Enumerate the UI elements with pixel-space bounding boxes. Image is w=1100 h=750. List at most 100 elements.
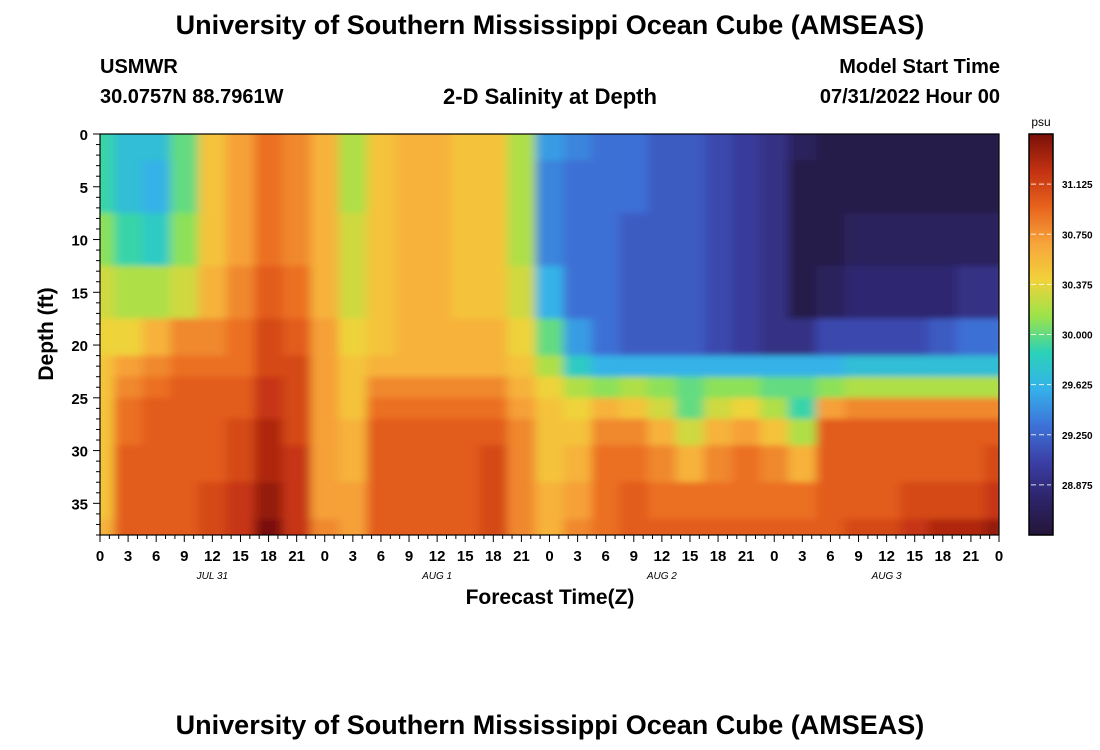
heatmap-cell (282, 265, 312, 320)
heatmap-cell (675, 318, 705, 357)
heatmap-cell (394, 318, 424, 357)
heatmap-cell (338, 134, 368, 161)
heatmap-cell (100, 397, 115, 420)
heatmap-cell (816, 355, 846, 378)
heatmap-cell (507, 397, 537, 420)
heatmap-cell (619, 265, 649, 320)
heatmap-cell (310, 355, 340, 378)
heatmap-cell (619, 134, 649, 161)
heatmap-cell (226, 519, 256, 535)
x-tick-label: 21 (288, 548, 305, 565)
heatmap-cell (760, 482, 789, 520)
y-tick-label: 5 (80, 180, 88, 197)
heatmap-cell (760, 265, 789, 320)
heatmap-cell (732, 213, 761, 267)
heatmap-cell (928, 397, 958, 420)
heatmap-cell (872, 265, 902, 320)
heatmap-cell (282, 482, 312, 520)
heatmap-cell (704, 134, 733, 161)
heatmap-cell (928, 160, 958, 214)
heatmap-cell (254, 397, 284, 420)
heatmap-cell (984, 355, 999, 378)
heatmap-cell (956, 482, 986, 520)
heatmap-cell (984, 265, 999, 320)
heatmap-cell (423, 445, 452, 483)
heatmap-cell (563, 418, 593, 446)
heatmap-cell (788, 482, 817, 520)
heatmap-cell (100, 213, 115, 267)
heatmap-cell (338, 355, 368, 378)
heatmap-cell (675, 355, 705, 378)
heatmap-cell (507, 213, 537, 267)
chart-subtitle: 2-D Salinity at Depth (443, 84, 657, 109)
colorbar-tick-label: 30.750 (1062, 230, 1093, 241)
heatmap-cell (394, 134, 424, 161)
heatmap-cell (563, 134, 593, 161)
heatmap-cell (507, 445, 537, 483)
heatmap-cell (100, 519, 115, 535)
heatmap-cell (844, 418, 874, 446)
colorbar-tick-label: 28.875 (1062, 481, 1093, 492)
heatmap-cell (535, 265, 565, 320)
heatmap-cell (507, 160, 537, 214)
heatmap-cell (170, 213, 199, 267)
heatmap-cell (366, 445, 396, 483)
colorbar-unit: psu (1031, 115, 1050, 129)
heatmap-cell (591, 397, 621, 420)
x-tick-label: 9 (630, 548, 638, 565)
x-tick-label: 15 (682, 548, 699, 565)
heatmap-cell (788, 376, 817, 399)
heatmap-cell (507, 418, 537, 446)
heatmap-cell (788, 445, 817, 483)
heatmap-cell (198, 134, 228, 161)
heatmap-cell (844, 265, 874, 320)
x-tick-label: 21 (738, 548, 755, 565)
heatmap-cell (760, 134, 789, 161)
heatmap-cell (928, 355, 958, 378)
heatmap-cell (675, 265, 705, 320)
heatmap-cell (310, 482, 340, 520)
heatmap-cell (535, 397, 565, 420)
heatmap-cell (760, 318, 789, 357)
x-tick-label: 9 (180, 548, 188, 565)
x-tick-label: 12 (654, 548, 671, 565)
page-title: University of Southern Mississippi Ocean… (175, 10, 925, 40)
footer-title: University of Southern Mississippi Ocean… (175, 710, 925, 740)
heatmap-cell (647, 355, 677, 378)
heatmap-cell (226, 318, 256, 357)
heatmap-cell (451, 445, 480, 483)
heatmap-cell (338, 160, 368, 214)
heatmap-cell (170, 160, 199, 214)
x-tick-label: 12 (429, 548, 446, 565)
heatmap-cell (956, 397, 986, 420)
heatmap-cell (282, 445, 312, 483)
y-tick-label: 0 (80, 127, 88, 144)
x-tick-label: 18 (260, 548, 277, 565)
heatmap-cell (563, 482, 593, 520)
heatmap-cell (956, 418, 986, 446)
heatmap-cell (984, 160, 999, 214)
heatmap-cell (900, 519, 930, 535)
heatmap-cell (451, 160, 480, 214)
heatmap-cell (591, 265, 621, 320)
model-start-label: Model Start Time (839, 56, 1000, 78)
heatmap-cell (956, 519, 986, 535)
heatmap-cell (760, 355, 789, 378)
heatmap-cell (872, 134, 902, 161)
heatmap-cell (732, 265, 761, 320)
heatmap-cell (732, 134, 761, 161)
heatmap-cell (310, 418, 340, 446)
heatmap-cell (900, 482, 930, 520)
colorbar: psu 31.125 30.750 30.375 30.000 29.625 29.250… (1028, 115, 1093, 536)
heatmap-cell (844, 445, 874, 483)
heatmap-cell (675, 160, 705, 214)
heatmap-cell (338, 397, 368, 420)
heatmap-cell (338, 418, 368, 446)
y-tick-label: 30 (71, 444, 88, 461)
x-tick-label: 18 (485, 548, 502, 565)
heatmap-cell (816, 265, 846, 320)
heatmap-cell (310, 265, 340, 320)
heatmap-cell (984, 213, 999, 267)
heatmap-cell (591, 519, 621, 535)
x-tick-label: 0 (545, 548, 553, 565)
